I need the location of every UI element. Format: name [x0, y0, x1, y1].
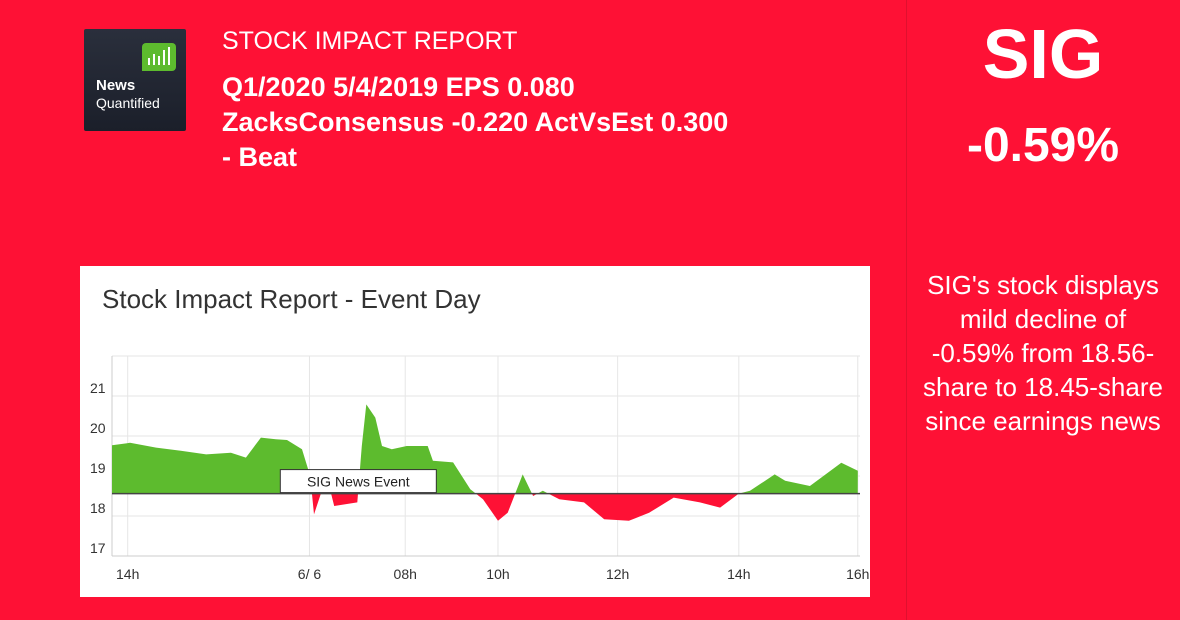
price-change: -0.59% [966, 119, 1120, 172]
y-tick-label: 17 [90, 540, 106, 556]
news-quantified-logo: News Quantified [84, 29, 186, 131]
loss-area [311, 493, 739, 521]
y-tick-label: 20 [90, 420, 106, 436]
bar-chart-icon [148, 47, 170, 65]
y-tick-label: 21 [90, 380, 106, 396]
logo-text-news: News [96, 77, 136, 94]
impact-description: SIG's stock displays mild decline of -0.… [923, 270, 1163, 436]
y-tick-label: 18 [90, 500, 106, 516]
divider [906, 0, 907, 620]
report-subtitle: STOCK IMPACT REPORT [222, 27, 518, 55]
news-event-marker [279, 469, 437, 494]
y-tick-label: 19 [90, 460, 106, 476]
x-tick-label: 6/ 6 [298, 566, 322, 582]
stock-area-chart: 17 18 19 20 21 14h 6/ 6 08h 10h 12h 14h 16h SIG News… [90, 355, 869, 582]
chart-title: Stock Impact Report - Event Day [102, 284, 481, 314]
gain-area [112, 404, 858, 494]
x-tick-label: 14h [116, 566, 139, 582]
x-tick-label: 08h [394, 566, 417, 582]
x-tick-label: 12h [606, 566, 629, 582]
news-event-label: SIG News Event [307, 474, 410, 490]
logo-text-quantified: Quantified [96, 95, 160, 111]
ticker-symbol: SIG [982, 15, 1104, 93]
chart-card: Stock Impact Report - Event Day 17 18 19 20… [80, 266, 870, 597]
x-tick-label: 16h [846, 566, 869, 582]
x-tick-label: 10h [486, 566, 509, 582]
earnings-headline: Q1/2020 5/4/2019 EPS 0.080 ZacksConsensu… [222, 72, 729, 172]
x-tick-label: 14h [727, 566, 750, 582]
